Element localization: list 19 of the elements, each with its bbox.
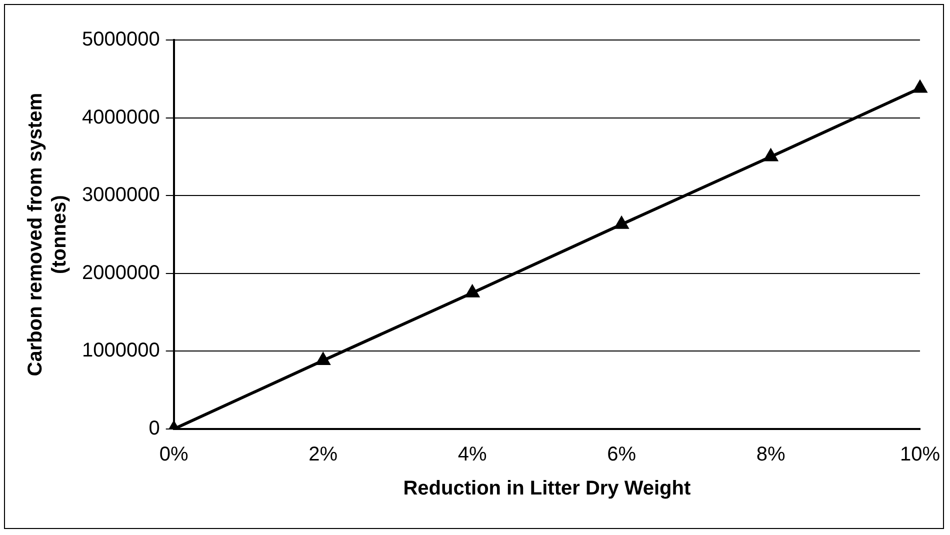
y-tick-label: 0 [148, 418, 160, 440]
point [316, 352, 331, 366]
y-tick-label: 2000000 [82, 262, 160, 284]
point [464, 284, 480, 298]
y-tick-label: 5000000 [82, 28, 160, 51]
x-tick-label: 2% [308, 444, 338, 466]
y-tick-label: 3000000 [82, 184, 160, 206]
y-axis-title: Carbon removed from system (tonnes) [24, 92, 71, 376]
x-tick-label: 10% [900, 444, 940, 466]
x-tick-label: 4% [458, 444, 487, 466]
point [912, 80, 928, 93]
x-axis-title: Reduction in Litter Dry Weight [403, 478, 691, 500]
x-tick-label: 0% [159, 444, 189, 466]
point [614, 216, 629, 229]
x-tick-label: 8% [756, 444, 786, 466]
x-tick-label: 6% [607, 444, 636, 466]
point [763, 148, 778, 162]
y-tick-label: 4000000 [82, 106, 160, 128]
y-tick-label: 1000000 [82, 340, 160, 362]
